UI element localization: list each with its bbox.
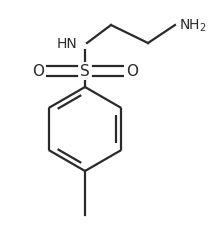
- Text: S: S: [80, 64, 90, 79]
- Text: O: O: [126, 64, 138, 79]
- Text: NH$_2$: NH$_2$: [179, 18, 207, 34]
- Text: O: O: [32, 64, 44, 79]
- Text: HN: HN: [56, 37, 77, 51]
